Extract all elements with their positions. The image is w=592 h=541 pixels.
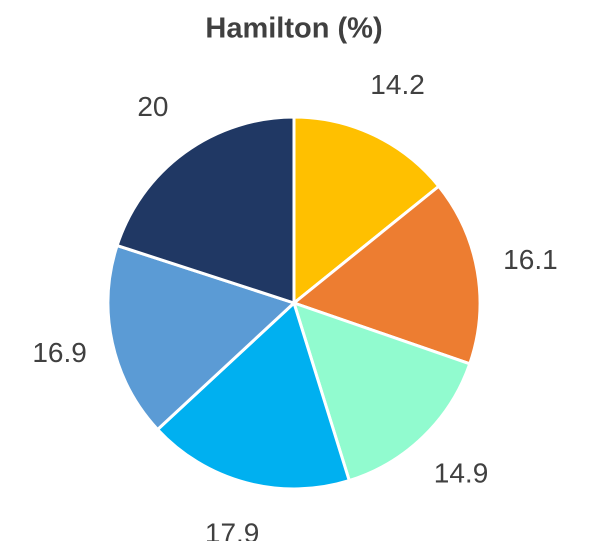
pie-slice — [292, 184, 482, 366]
data-label: 16.1 — [503, 244, 558, 275]
pie-slice — [292, 301, 472, 483]
data-label: 14.2 — [370, 69, 425, 100]
pie-slice — [106, 244, 296, 431]
pie-slice — [156, 301, 351, 491]
data-label: 17.9 — [205, 517, 260, 541]
data-label: 14.9 — [434, 458, 489, 489]
chart-title: Hamilton (%) — [205, 13, 382, 45]
pie-slice — [115, 115, 296, 305]
data-label: 16.9 — [32, 337, 87, 368]
pie-slice — [292, 115, 441, 305]
data-label: 20 — [137, 91, 168, 122]
